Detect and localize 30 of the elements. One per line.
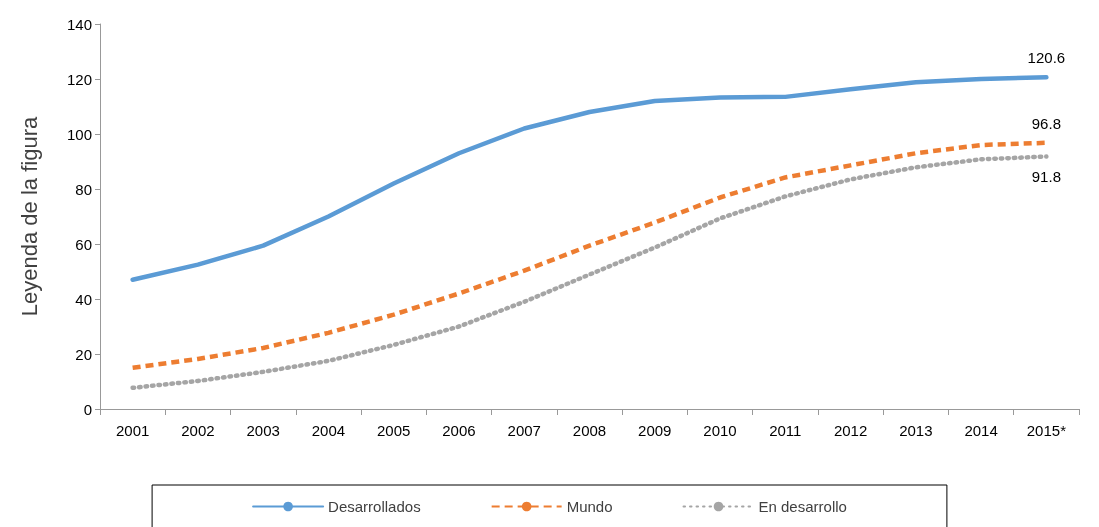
x-tick-label: 2006: [442, 422, 476, 439]
y-tick-label: 60: [75, 235, 92, 253]
x-tick-label: 2003: [246, 422, 280, 439]
y-tick-label: 80: [75, 180, 92, 198]
y-tick-label: 40: [75, 290, 92, 308]
data-label: 120.6: [1027, 49, 1066, 67]
x-tick-label: 2015*: [1026, 422, 1067, 439]
x-tick-label: 2002: [181, 422, 215, 439]
data-label: 96.8: [1031, 114, 1061, 132]
y-tick-label: 100: [66, 125, 92, 143]
legend-label: En desarrollo: [758, 498, 847, 515]
x-tick-label: 2004: [311, 422, 346, 439]
x-tick-label: 2009: [638, 422, 672, 439]
x-tick-label: 2005: [377, 422, 411, 439]
x-tick-label: 2013: [899, 422, 933, 439]
x-tick-label: 2008: [572, 422, 607, 439]
legend-label: Mundo: [566, 498, 613, 515]
x-tick-label: 2012: [833, 422, 868, 439]
y-axis-title: Leyenda de la figura: [16, 116, 42, 317]
x-tick-label: 2011: [769, 422, 802, 439]
y-tick-label: 0: [83, 400, 92, 418]
y-tick-label: 120: [66, 70, 92, 88]
y-tick-label: 140: [66, 15, 92, 33]
x-tick-label: 2001: [115, 422, 150, 439]
y-tick-label: 20: [75, 345, 92, 363]
legend-label: Desarrollados: [328, 498, 421, 515]
x-tick-label: 2014: [964, 422, 998, 439]
x-tick-label: 2010: [703, 422, 737, 439]
data-label: 91.8: [1031, 167, 1061, 185]
x-tick-label: 2007: [507, 422, 541, 439]
